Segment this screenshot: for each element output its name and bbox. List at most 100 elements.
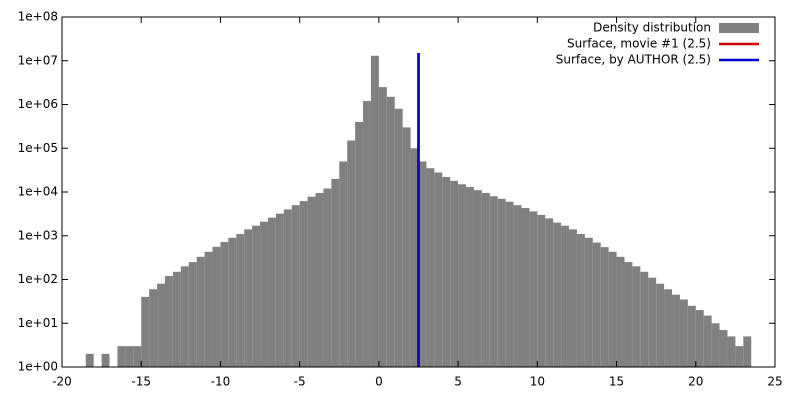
bar bbox=[323, 188, 332, 367]
plot-area bbox=[85, 53, 752, 368]
bar bbox=[355, 121, 364, 367]
bar bbox=[513, 205, 522, 367]
bar bbox=[664, 289, 673, 367]
bar bbox=[149, 289, 158, 367]
bar bbox=[394, 108, 403, 368]
bar bbox=[315, 192, 324, 367]
bar bbox=[703, 315, 712, 367]
x-tick-label: 25 bbox=[767, 375, 782, 389]
y-tick-label: 1e+06 bbox=[18, 97, 58, 111]
bar bbox=[679, 299, 688, 367]
y-tick-label: 1e+01 bbox=[18, 316, 58, 330]
bar bbox=[402, 127, 411, 367]
bar bbox=[172, 271, 181, 367]
y-tick-label: 1e+04 bbox=[18, 185, 58, 199]
legend-label: Surface, movie #1 (2.5) bbox=[567, 37, 711, 51]
bar bbox=[133, 346, 142, 367]
bar bbox=[418, 161, 427, 367]
x-tick-label: -10 bbox=[211, 375, 231, 389]
bar bbox=[188, 262, 197, 367]
bar bbox=[711, 323, 720, 367]
x-tick-label: 15 bbox=[609, 375, 624, 389]
bar bbox=[489, 196, 498, 367]
bar bbox=[196, 256, 205, 367]
bar bbox=[569, 229, 577, 367]
bar bbox=[141, 296, 150, 367]
bar bbox=[656, 283, 665, 367]
bar bbox=[561, 225, 570, 367]
bar bbox=[497, 198, 506, 367]
bar bbox=[236, 233, 245, 367]
bar bbox=[283, 209, 292, 367]
bar bbox=[616, 256, 625, 367]
legend-label: Density distribution bbox=[593, 21, 711, 35]
bar bbox=[267, 217, 276, 367]
bar bbox=[481, 192, 490, 367]
y-tick-label: 1e+03 bbox=[18, 228, 58, 242]
bar bbox=[600, 247, 609, 367]
bar bbox=[521, 208, 530, 367]
bar bbox=[426, 168, 435, 367]
bar bbox=[386, 96, 395, 367]
bar bbox=[378, 87, 387, 368]
bar bbox=[260, 221, 268, 367]
bar bbox=[687, 305, 696, 367]
bar bbox=[719, 330, 728, 367]
x-tick-label: -15 bbox=[131, 375, 151, 389]
bar bbox=[434, 172, 443, 367]
bar bbox=[553, 222, 562, 367]
bar bbox=[339, 161, 348, 367]
bar bbox=[735, 346, 744, 367]
bar bbox=[157, 283, 165, 367]
y-tick-label: 1e+05 bbox=[18, 141, 58, 155]
bar bbox=[545, 218, 554, 367]
bar bbox=[204, 251, 213, 367]
bar bbox=[220, 241, 229, 367]
bar bbox=[410, 148, 419, 367]
bar bbox=[228, 237, 237, 367]
bar bbox=[727, 336, 736, 367]
bar bbox=[275, 213, 284, 367]
bar bbox=[212, 246, 221, 367]
bar bbox=[529, 211, 538, 367]
x-tick-label: -5 bbox=[294, 375, 306, 389]
bar bbox=[505, 201, 514, 367]
x-tick-label: 0 bbox=[375, 375, 383, 389]
bar bbox=[252, 225, 261, 367]
bar bbox=[537, 214, 546, 367]
bar bbox=[640, 271, 649, 367]
x-tick-label: -20 bbox=[52, 375, 72, 389]
y-tick-label: 1e+07 bbox=[18, 53, 58, 67]
y-tick-label: 1e+00 bbox=[18, 360, 58, 374]
bar bbox=[743, 336, 752, 367]
bar bbox=[648, 277, 657, 367]
bar bbox=[584, 237, 593, 367]
bar bbox=[576, 233, 585, 367]
bar bbox=[695, 310, 704, 367]
legend-swatch bbox=[719, 23, 759, 33]
x-tick-label: 20 bbox=[688, 375, 703, 389]
bar bbox=[85, 353, 94, 367]
bar bbox=[442, 177, 451, 367]
bar bbox=[347, 140, 356, 367]
legend-label: Surface, by AUTHOR (2.5) bbox=[556, 53, 711, 67]
bar bbox=[473, 190, 482, 367]
y-tick-label: 1e+02 bbox=[18, 272, 58, 286]
bar bbox=[117, 346, 126, 367]
bar bbox=[632, 266, 641, 367]
bar bbox=[299, 201, 308, 367]
bar bbox=[291, 205, 300, 367]
bar bbox=[458, 184, 467, 367]
bar bbox=[244, 229, 253, 367]
bar bbox=[370, 55, 379, 367]
bar bbox=[466, 187, 474, 367]
bar bbox=[331, 178, 340, 367]
bar bbox=[101, 353, 110, 367]
bar bbox=[363, 101, 371, 367]
bar bbox=[450, 180, 459, 367]
y-tick-label: 1e+08 bbox=[18, 10, 58, 24]
bar bbox=[592, 242, 601, 367]
x-tick-label: 10 bbox=[530, 375, 545, 389]
bar bbox=[180, 266, 189, 367]
